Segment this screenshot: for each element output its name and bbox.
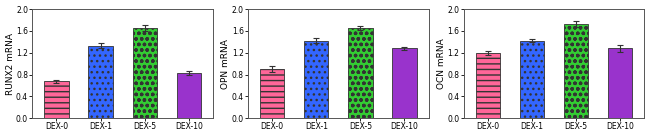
Bar — [44, 81, 69, 118]
Bar — [304, 41, 328, 118]
Bar — [177, 73, 201, 118]
Y-axis label: OCN mRNA: OCN mRNA — [437, 38, 446, 89]
Bar — [564, 24, 588, 118]
Bar — [476, 53, 500, 118]
Bar — [88, 46, 112, 118]
Bar — [348, 28, 372, 118]
Bar — [608, 48, 632, 118]
Y-axis label: RUNX2 mRNA: RUNX2 mRNA — [6, 33, 14, 95]
Bar — [520, 41, 544, 118]
Bar — [393, 48, 417, 118]
Bar — [133, 28, 157, 118]
Bar — [260, 69, 284, 118]
Y-axis label: OPN mRNA: OPN mRNA — [221, 39, 230, 89]
